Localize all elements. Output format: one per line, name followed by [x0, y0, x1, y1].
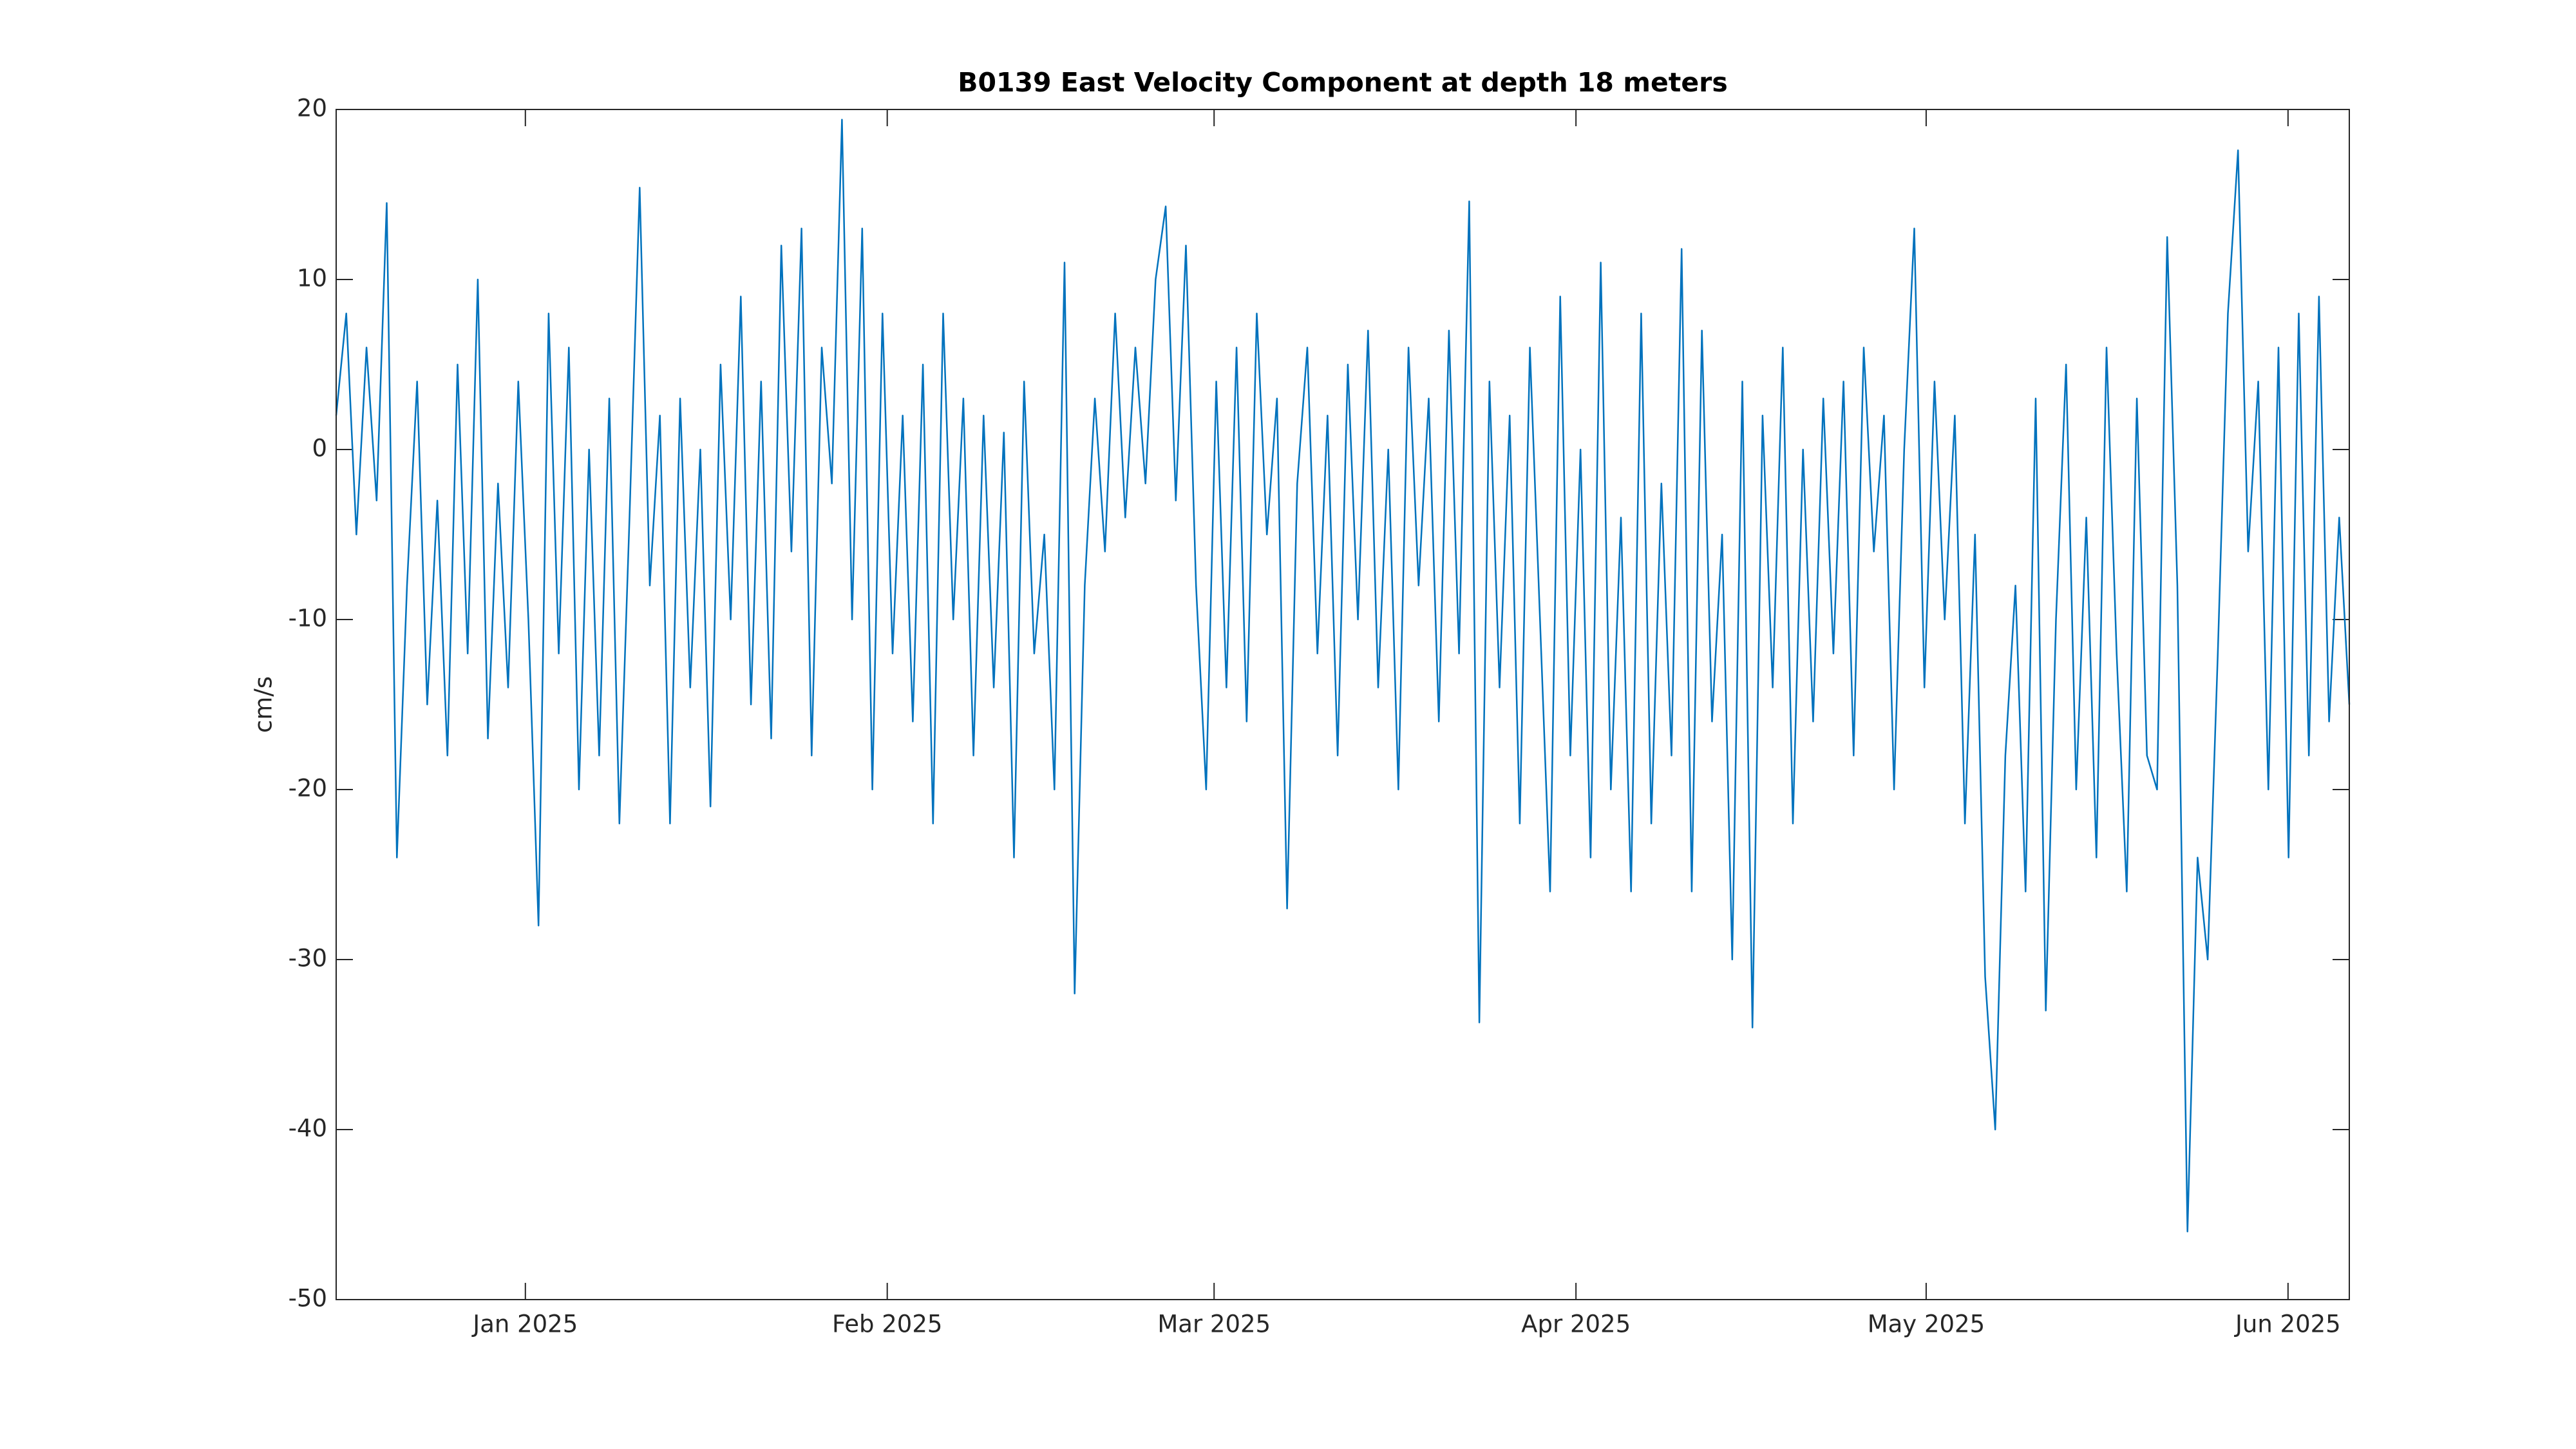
y-tick-label: -30	[289, 945, 327, 972]
x-tick-label: Feb 2025	[832, 1311, 942, 1338]
x-tick-label: Mar 2025	[1157, 1311, 1271, 1338]
y-axis-label: cm/s	[250, 676, 278, 733]
y-tick-label: -40	[289, 1115, 327, 1142]
y-tick-label: -20	[289, 775, 327, 802]
data-line	[335, 118, 2351, 1233]
y-tick-label: -10	[289, 605, 327, 632]
x-tick-label: Jan 2025	[471, 1311, 578, 1338]
x-tick-label: Apr 2025	[1521, 1311, 1631, 1338]
x-tick-label: May 2025	[1868, 1311, 1985, 1338]
y-tick-label: 10	[297, 265, 327, 292]
chart-title: B0139 East Velocity Component at depth 1…	[958, 67, 1728, 98]
y-tick-label: 0	[312, 435, 327, 462]
x-tick-label: Jun 2025	[2234, 1311, 2341, 1338]
y-tick-label: 20	[297, 95, 327, 122]
y-tick-label: -50	[289, 1285, 327, 1312]
plot-frame	[336, 109, 2350, 1300]
